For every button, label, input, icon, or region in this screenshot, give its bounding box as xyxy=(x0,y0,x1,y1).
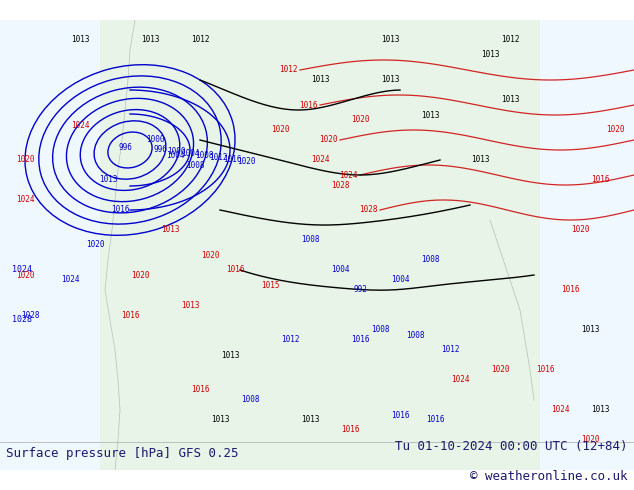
Text: 1016: 1016 xyxy=(299,100,318,109)
Text: 1008: 1008 xyxy=(195,151,214,161)
Text: 1028: 1028 xyxy=(359,205,378,215)
Text: 1028: 1028 xyxy=(21,311,39,319)
Text: 1012: 1012 xyxy=(209,153,228,163)
Text: 996: 996 xyxy=(118,144,132,152)
Text: 1013: 1013 xyxy=(301,416,320,424)
Text: 1013: 1013 xyxy=(71,35,89,45)
Text: 1000: 1000 xyxy=(146,136,164,145)
Text: Surface pressure [hPa] GFS 0.25: Surface pressure [hPa] GFS 0.25 xyxy=(6,446,239,460)
Text: 1024: 1024 xyxy=(311,155,329,165)
Text: 1028: 1028 xyxy=(331,180,349,190)
Text: 1020: 1020 xyxy=(201,250,219,260)
Text: 1020: 1020 xyxy=(86,241,104,249)
Text: 1020: 1020 xyxy=(571,225,589,235)
Text: 1013: 1013 xyxy=(141,35,159,45)
Text: 1004: 1004 xyxy=(165,150,184,160)
Text: 1013: 1013 xyxy=(181,300,199,310)
Text: 1008: 1008 xyxy=(371,325,389,335)
Text: 1016: 1016 xyxy=(591,175,609,185)
Text: 1004: 1004 xyxy=(331,266,349,274)
Text: 1020: 1020 xyxy=(237,157,256,167)
Text: 1016: 1016 xyxy=(223,155,242,165)
Text: 1008: 1008 xyxy=(241,395,259,405)
Text: 1013: 1013 xyxy=(481,50,499,59)
Text: 1024: 1024 xyxy=(16,196,34,204)
Text: 1020: 1020 xyxy=(581,436,599,444)
Text: 996: 996 xyxy=(153,146,167,154)
Text: 992: 992 xyxy=(353,286,367,294)
Text: 1020: 1020 xyxy=(351,116,369,124)
Text: 1028: 1028 xyxy=(12,316,32,324)
FancyBboxPatch shape xyxy=(0,20,100,470)
Text: 1012: 1012 xyxy=(191,35,209,45)
Text: 1004: 1004 xyxy=(391,275,410,285)
Text: 1008: 1008 xyxy=(421,255,439,265)
Text: 1012: 1012 xyxy=(281,336,299,344)
Text: 1020: 1020 xyxy=(131,270,149,279)
Text: 1008: 1008 xyxy=(301,236,320,245)
Text: 1020: 1020 xyxy=(271,125,289,134)
Text: 1020: 1020 xyxy=(491,366,509,374)
Text: 1013: 1013 xyxy=(221,350,239,360)
Text: 1020: 1020 xyxy=(320,136,338,145)
Text: 1012: 1012 xyxy=(280,66,298,74)
Text: Tu 01-10-2024 00:00 UTC (12+84): Tu 01-10-2024 00:00 UTC (12+84) xyxy=(395,440,628,453)
FancyBboxPatch shape xyxy=(0,20,634,470)
Text: 1024: 1024 xyxy=(339,171,358,179)
Text: 1020: 1020 xyxy=(16,155,34,165)
Text: 1024: 1024 xyxy=(12,266,32,274)
Text: 1024: 1024 xyxy=(61,275,79,285)
Text: 1016: 1016 xyxy=(120,311,139,319)
Text: 1020: 1020 xyxy=(605,125,624,134)
Text: 1013: 1013 xyxy=(591,406,609,415)
Text: 1013: 1013 xyxy=(471,155,489,165)
Text: 1000: 1000 xyxy=(167,147,186,156)
Text: 1013: 1013 xyxy=(311,75,329,84)
Text: 1016: 1016 xyxy=(536,366,554,374)
Text: 1020: 1020 xyxy=(16,270,34,279)
Text: © weatheronline.co.uk: © weatheronline.co.uk xyxy=(470,469,628,483)
Text: 1013: 1013 xyxy=(381,75,399,84)
Text: 1008: 1008 xyxy=(186,161,204,170)
Text: 1016: 1016 xyxy=(111,205,129,215)
Text: 1013: 1013 xyxy=(581,325,599,335)
Text: 1013: 1013 xyxy=(501,96,519,104)
Text: 1012: 1012 xyxy=(441,345,459,354)
Text: 1016: 1016 xyxy=(560,286,579,294)
Text: 1012: 1012 xyxy=(501,35,519,45)
Text: 1024: 1024 xyxy=(551,406,569,415)
Text: 1016: 1016 xyxy=(191,386,209,394)
Text: 1004: 1004 xyxy=(181,149,200,158)
Text: 1013: 1013 xyxy=(381,35,399,45)
Text: 1024: 1024 xyxy=(451,375,469,385)
FancyBboxPatch shape xyxy=(540,20,634,470)
Text: 1008: 1008 xyxy=(406,330,424,340)
Text: 1013: 1013 xyxy=(161,225,179,235)
Text: 1013: 1013 xyxy=(210,416,230,424)
Text: 1015: 1015 xyxy=(261,280,279,290)
Text: 1024: 1024 xyxy=(71,121,89,129)
Text: 1013: 1013 xyxy=(421,111,439,120)
Text: 1016: 1016 xyxy=(426,416,444,424)
Text: 1016: 1016 xyxy=(226,266,244,274)
Text: 1016: 1016 xyxy=(340,425,359,435)
Text: 1016: 1016 xyxy=(351,336,369,344)
Text: 1013: 1013 xyxy=(99,175,117,185)
Text: 1016: 1016 xyxy=(391,411,410,419)
